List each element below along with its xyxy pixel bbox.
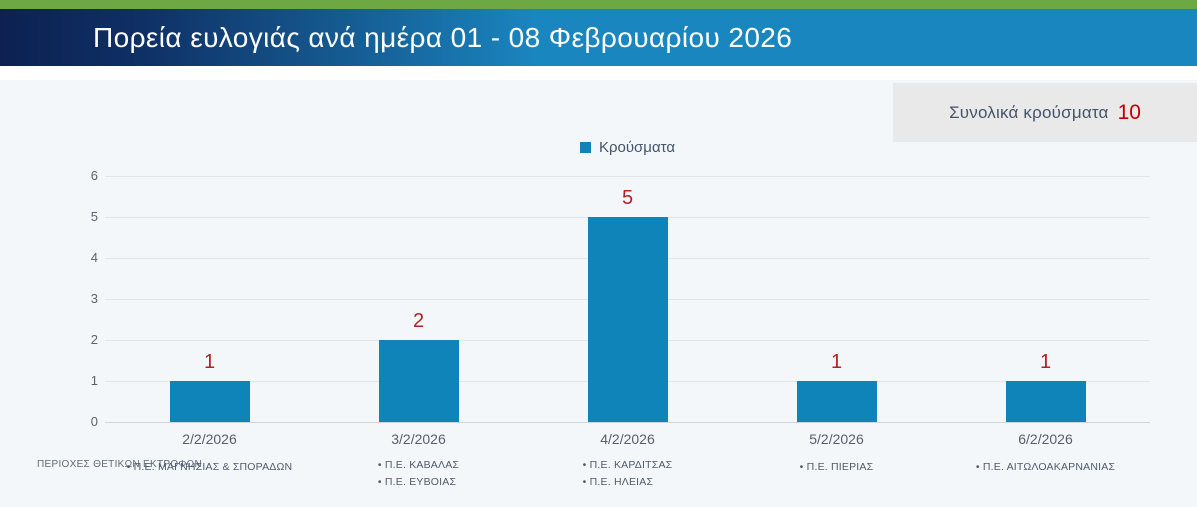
total-cases-value: 10 <box>1117 100 1141 124</box>
x-axis-label: 2/2/2026 <box>182 431 237 447</box>
gridline <box>105 176 1150 177</box>
region-list: • Π.Ε. ΑΙΤΩΛΟΑΚΑΡΝΑΝΙΑΣ <box>976 459 1115 476</box>
x-axis-line <box>105 422 1150 423</box>
region-item: • Π.Ε. ΑΙΤΩΛΟΑΚΑΡΝΑΝΙΑΣ <box>975 461 1116 473</box>
region-item: • Π.Ε. ΚΑΡΔΙΤΣΑΣ <box>582 459 673 471</box>
bar-value-label: 1 <box>830 351 843 373</box>
legend-item-label: Κρούσματα <box>598 138 676 156</box>
bar-value-label: 1 <box>1039 351 1052 373</box>
bar <box>169 381 250 422</box>
bar <box>587 217 668 422</box>
region-column: • Π.Ε. ΠΙΕΡΙΑΣ <box>731 457 943 476</box>
region-column: • Π.Ε. ΜΑΓΝΗΣΙΑΣ & ΣΠΟΡΑΔΩΝ <box>104 457 316 476</box>
y-tick-label: 4 <box>90 250 98 265</box>
legend-swatch-icon <box>579 141 591 153</box>
y-tick-label: 2 <box>90 332 98 347</box>
region-column: • Π.Ε. ΑΙΤΩΛΟΑΚΑΡΝΑΝΙΑΣ <box>940 457 1152 476</box>
region-list: • Π.Ε. ΚΑΒΑΛΑΣ • Π.Ε. ΕΥΒΟΙΑΣ <box>378 457 459 490</box>
y-tick-label: 6 <box>90 168 98 183</box>
legend: Κρούσματα <box>105 137 1150 157</box>
top-accent-strip <box>0 0 1197 9</box>
total-cases-badge: Συνολικά κρούσματα 10 <box>893 83 1197 142</box>
header-divider-band <box>0 66 1197 80</box>
bar <box>1005 381 1086 422</box>
x-axis-label: 6/2/2026 <box>1018 431 1073 447</box>
region-item: • Π.Ε. ΠΙΕΡΙΑΣ <box>799 461 874 473</box>
bar <box>796 381 877 422</box>
region-item: • Π.Ε. ΗΛΕΙΑΣ <box>582 475 654 488</box>
y-tick-label: 3 <box>90 291 98 306</box>
x-axis-label: 4/2/2026 <box>600 431 655 447</box>
x-axis-label: 3/2/2026 <box>391 431 446 447</box>
regions-row-label: ΠΕΡΙΟΧΕΣ ΘΕΤΙΚΩΝ ΕΚΤΡΟΦΩΝ <box>37 459 202 470</box>
y-tick-label: 1 <box>90 373 98 388</box>
page-title: Πορεία ευλογιάς ανά ημέρα 01 - 08 Φεβρου… <box>93 21 793 53</box>
region-item: • Π.Ε. ΚΑΒΑΛΑΣ <box>377 459 460 471</box>
region-item: • Π.Ε. ΕΥΒΟΙΑΣ <box>377 475 457 488</box>
region-list: • Π.Ε. ΜΑΓΝΗΣΙΑΣ & ΣΠΟΡΑΔΩΝ <box>127 459 293 476</box>
bar-value-label: 5 <box>621 187 634 209</box>
bar <box>378 340 459 422</box>
region-list: • Π.Ε. ΠΙΕΡΙΑΣ <box>800 459 874 476</box>
region-list: • Π.Ε. ΚΑΡΔΙΤΣΑΣ • Π.Ε. ΗΛΕΙΑΣ <box>583 457 673 490</box>
region-item: • Π.Ε. ΜΑΓΝΗΣΙΑΣ & ΣΠΟΡΑΔΩΝ <box>126 461 293 473</box>
header-bar: Πορεία ευλογιάς ανά ημέρα 01 - 08 Φεβρου… <box>0 9 1197 66</box>
y-tick-label: 0 <box>90 414 98 429</box>
region-column: • Π.Ε. ΚΑΡΔΙΤΣΑΣ • Π.Ε. ΗΛΕΙΑΣ <box>522 457 734 490</box>
region-column: • Π.Ε. ΚΑΒΑΛΑΣ • Π.Ε. ΕΥΒΟΙΑΣ <box>313 457 525 490</box>
x-axis-label: 5/2/2026 <box>809 431 864 447</box>
total-cases-label: Συνολικά κρούσματα <box>949 102 1109 122</box>
y-tick-label: 5 <box>90 209 98 224</box>
bar-value-label: 2 <box>412 310 425 332</box>
bar-value-label: 1 <box>203 351 216 373</box>
